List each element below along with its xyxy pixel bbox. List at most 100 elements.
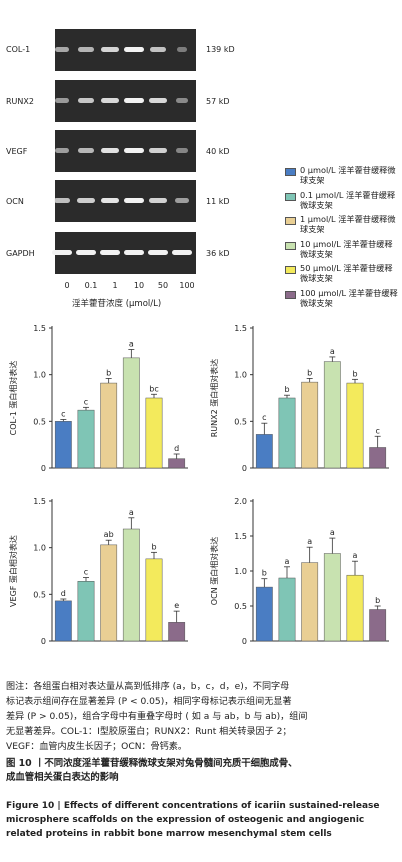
y-axis-label: OCN 蛋白相对表达	[209, 537, 219, 605]
figure-title-cn: 图 10 丨不同浓度淫羊藿苷缓释微球支架对兔骨髓间充质干细胞成骨、 成血管相关蛋…	[6, 757, 398, 785]
blot-label-col1: COL-1	[6, 45, 31, 54]
conc-label-0-1: 0.1	[84, 281, 98, 290]
figure-title-cn-line: 成血管相关蛋白表达的影响	[6, 772, 119, 783]
legend-swatch	[285, 168, 296, 176]
conc-label-0: 0	[64, 281, 70, 290]
conc-label-50: 50	[157, 281, 169, 290]
significance-letter: d	[174, 444, 179, 453]
legend-item: 0.1 μmol/L 淫羊藿苷缓释微球支架	[285, 190, 400, 215]
significance-letter: b	[375, 596, 380, 605]
significance-letter: b	[284, 385, 289, 394]
significance-letter: c	[375, 426, 379, 435]
legend-label: 0 μmol/L 淫羊藿苷缓释微球支架	[300, 165, 396, 185]
blot-band	[124, 98, 144, 103]
figure-title-en-line: Figure 10 | Effects of different concent…	[6, 801, 380, 811]
chart-col1: 0 0.5 1.0 1.5 COL-1 蛋白相对表达 c c b a bc d	[8, 324, 188, 473]
blot-band	[148, 250, 168, 255]
figure-note-line: 标记表示组间存在显著差异 (P < 0.05)，相同字母标记表示组间无显著	[6, 697, 292, 707]
legend: 0 μmol/L 淫羊藿苷缓释微球支架 0.1 μmol/L 淫羊藿苷缓释微球支…	[285, 165, 400, 312]
significance-letter: a	[307, 537, 312, 546]
bar	[278, 397, 296, 469]
blot-band	[175, 198, 189, 203]
bar	[323, 553, 341, 642]
bar	[122, 357, 140, 469]
y-tick-label: 0	[242, 637, 247, 646]
significance-letter: c	[84, 397, 88, 406]
blot-band	[55, 98, 69, 103]
y-tick-label: 1.0	[234, 567, 247, 576]
figure-note: 图注：各组蛋白相对表达量从高到低排序 (a，b，c，d，e)，不同字母 标记表示…	[6, 680, 398, 755]
legend-item: 0 μmol/L 淫羊藿苷缓释微球支架	[285, 165, 400, 190]
bar	[168, 458, 186, 469]
significance-letter: c	[61, 409, 65, 418]
significance-letter: b	[262, 569, 267, 578]
bar	[323, 361, 341, 469]
significance-letter: bc	[149, 384, 158, 393]
blot-band	[124, 148, 144, 153]
bar	[122, 528, 140, 642]
y-tick-label: 1.5	[33, 324, 46, 333]
blot-xlabel: 淫羊藿苷浓度 (μmol/L)	[72, 299, 162, 309]
blot-label-ocn: OCN	[6, 197, 24, 206]
legend-item: 100 μmol/L 淫羊藿苷缓释微球支架	[285, 288, 400, 313]
y-tick-label: 0.5	[33, 417, 46, 426]
blot-band	[149, 47, 167, 52]
legend-swatch	[285, 241, 296, 250]
blot-band	[78, 47, 94, 52]
bar	[77, 581, 95, 642]
y-tick-label: 2.0	[234, 497, 247, 506]
figure-title-en-line: related proteins in rabbit bone marrow m…	[6, 829, 332, 839]
bar	[255, 586, 273, 642]
significance-letter: c	[262, 413, 266, 422]
y-tick-label: 1.0	[33, 544, 46, 553]
blot-band	[149, 148, 167, 153]
bar	[255, 434, 273, 469]
legend-item: 50 μmol/L 淫羊藿苷缓释微球支架	[285, 263, 400, 288]
figure-note-line: VEGF：血管内皮生长因子；OCN：骨钙素。	[6, 742, 187, 752]
blot-band	[53, 198, 71, 203]
bar	[54, 600, 72, 642]
blot-label-vegf: VEGF	[6, 147, 28, 156]
significance-letter: a	[330, 347, 335, 356]
y-tick-label: 0.5	[234, 417, 247, 426]
significance-letter: b	[151, 542, 156, 551]
blot-kd-vegf: 40 kD	[206, 147, 230, 156]
blot-kd-col1: 139 kD	[206, 45, 235, 54]
blot-band	[101, 47, 119, 52]
bar	[346, 574, 364, 642]
blot-band	[149, 198, 167, 203]
legend-label: 50 μmol/L 淫羊藿苷缓释微球支架	[300, 263, 393, 283]
bar	[369, 609, 387, 642]
blot-band	[100, 148, 120, 153]
blot-band	[54, 47, 70, 52]
blot-band	[176, 47, 188, 52]
blot-band	[172, 250, 192, 255]
legend-swatch	[285, 217, 296, 225]
blot-band	[77, 98, 95, 103]
figure-note-line: 差异 (P > 0.05)，组合字母中有重叠字母时 ( 如 a 与 ab，b 与…	[6, 712, 308, 722]
significance-letter: a	[353, 551, 358, 560]
figure-title-en-line: microsphere scaffolds on the expression …	[6, 815, 365, 825]
bar	[145, 397, 163, 469]
y-tick-label: 1.5	[234, 532, 247, 541]
bar	[100, 544, 118, 642]
blot-label-runx2: RUNX2	[6, 97, 34, 106]
significance-letter: d	[61, 589, 66, 598]
blot-band	[76, 250, 96, 255]
legend-swatch	[285, 290, 296, 299]
significance-letter: ab	[104, 530, 114, 539]
blot-band	[124, 250, 144, 255]
blot-band	[77, 198, 95, 203]
bar	[301, 562, 319, 642]
bar	[54, 421, 72, 469]
significance-letter: a	[285, 557, 290, 566]
significance-letter: a	[129, 508, 134, 517]
legend-swatch	[285, 192, 296, 201]
bar	[168, 622, 186, 642]
y-tick-label: 0	[41, 637, 46, 646]
y-tick-label: 1.5	[234, 324, 247, 333]
bar	[369, 447, 387, 469]
bar	[346, 382, 364, 469]
chart-runx2: 0 0.5 1.0 1.5 RUNX2 蛋白相对表达 c b b a b c	[209, 324, 389, 473]
